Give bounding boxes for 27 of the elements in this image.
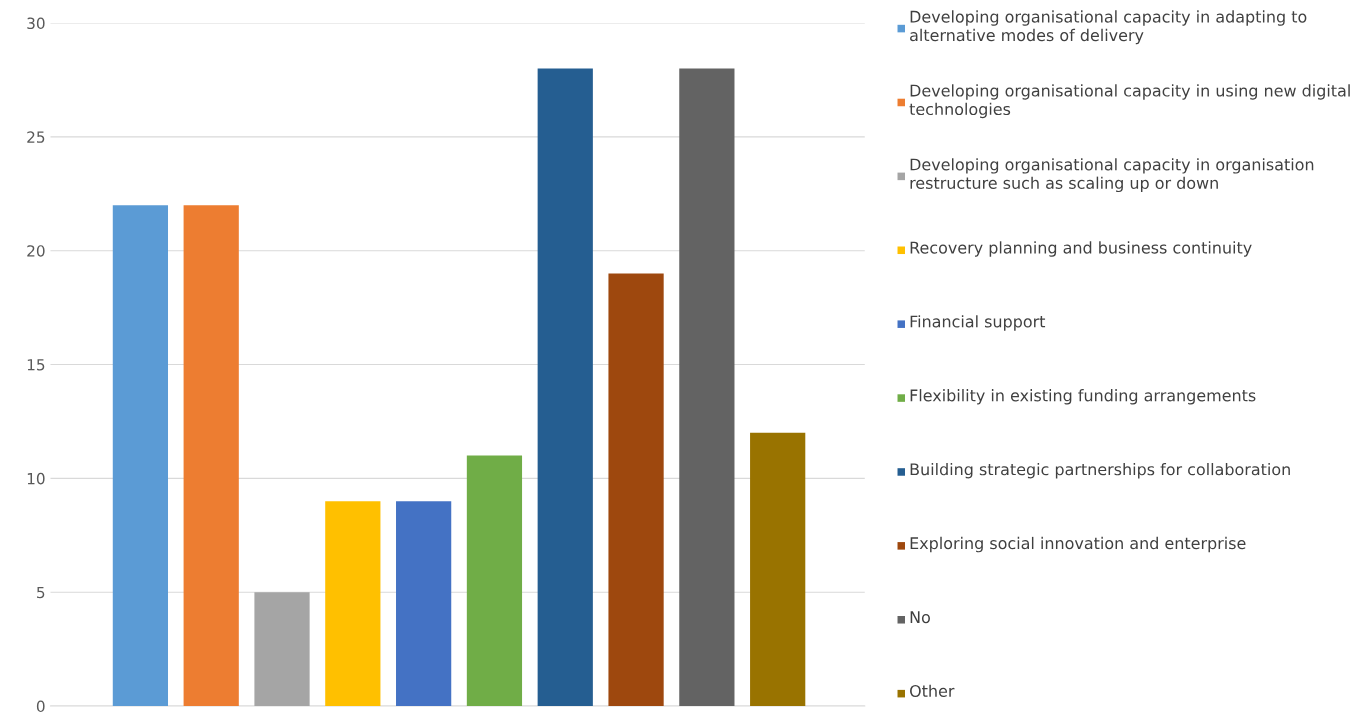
bar xyxy=(254,592,310,707)
bar xyxy=(396,501,452,707)
y-tick-label: 25 xyxy=(27,131,45,143)
bar xyxy=(112,205,169,707)
bar xyxy=(183,205,239,707)
bar xyxy=(608,273,664,707)
legend-label: Developing organisational capacity in adapting to alternative modes of delivery xyxy=(910,10,1307,45)
legend-label: Recovery planning and business continuity xyxy=(910,241,1252,257)
legend-label: Building strategic partnerships for collaboration xyxy=(910,462,1290,479)
legend-label: Exploring social innovation and enterprise xyxy=(910,536,1246,553)
legend-label: Flexibility in existing funding arrangements xyxy=(910,389,1256,405)
legend-label: Developing organisational capacity in using new digital technologies xyxy=(909,84,1350,119)
bar xyxy=(679,68,735,707)
y-tick-label: 0 xyxy=(36,700,45,713)
y-tick-label: 5 xyxy=(37,586,45,599)
y-tick-label: 20 xyxy=(27,245,45,257)
bar xyxy=(325,501,381,707)
legend-label: No xyxy=(910,611,930,624)
y-tick-label: 15 xyxy=(27,359,45,371)
bar xyxy=(750,432,806,707)
bar xyxy=(466,455,523,707)
y-tick-label: 10 xyxy=(27,472,45,485)
bar xyxy=(537,68,593,707)
y-tick-label: 30 xyxy=(27,17,45,30)
legend-label: Financial support xyxy=(910,315,1046,331)
legend-label: Developing organisational capacity in organisation restructure such as scaling up or down xyxy=(910,158,1314,193)
legend-label: Other xyxy=(910,684,955,698)
